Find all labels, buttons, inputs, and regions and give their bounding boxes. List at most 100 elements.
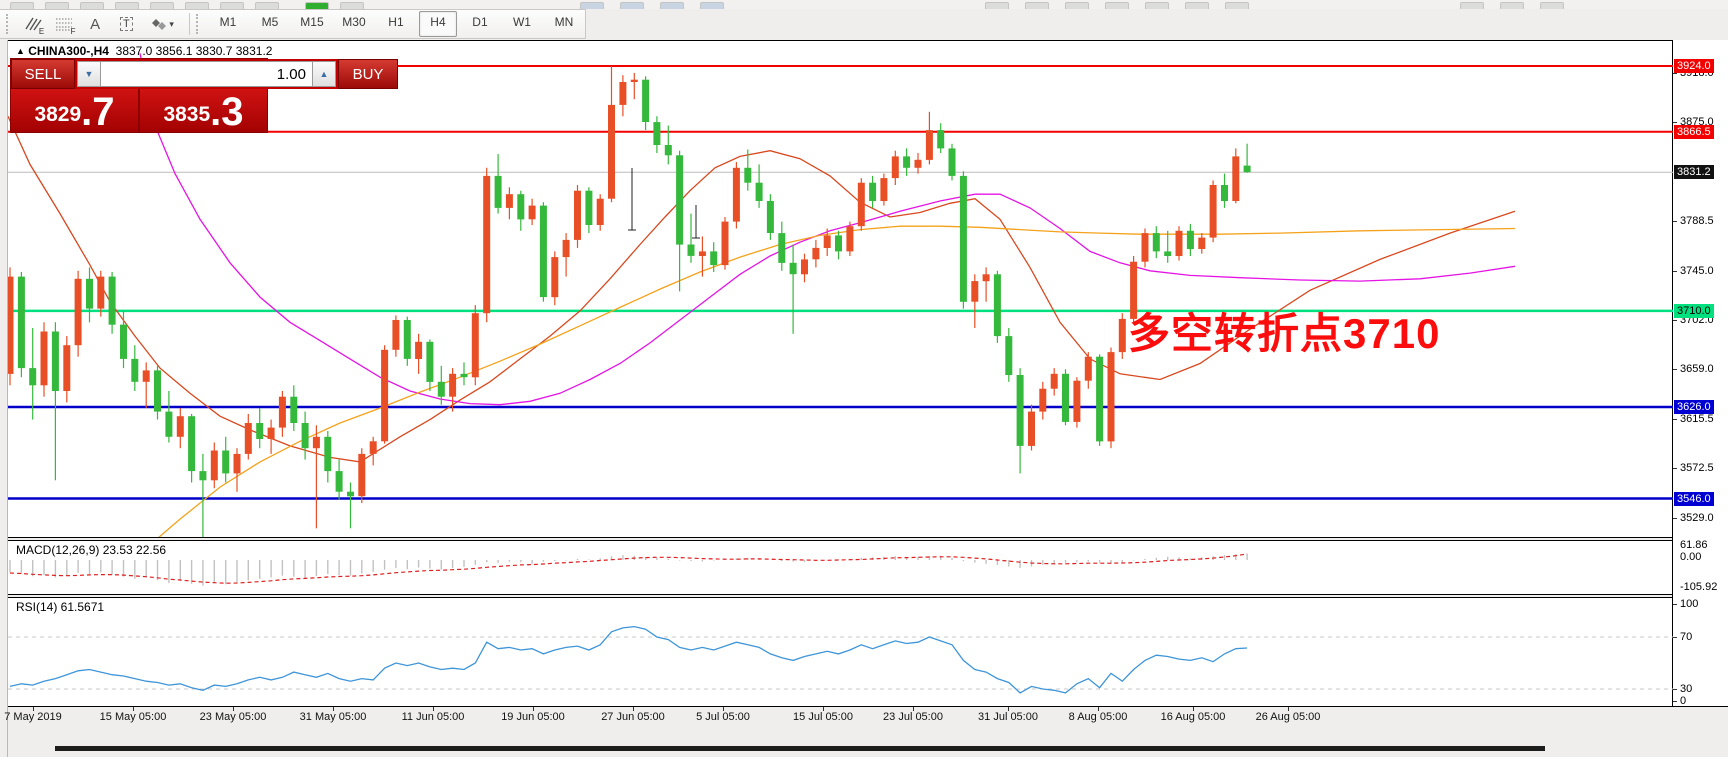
main-price-pane[interactable] xyxy=(8,40,1673,537)
candle xyxy=(1118,313,1126,359)
candle xyxy=(551,251,559,306)
candle xyxy=(426,339,434,391)
candle xyxy=(789,244,797,334)
time-tick-label: 23 Jul 05:00 xyxy=(883,711,943,723)
candle xyxy=(982,267,990,302)
price-badge-3924.0: 3924.0 xyxy=(1674,59,1714,73)
time-tick-label: 19 Jun 05:00 xyxy=(501,711,565,723)
candle xyxy=(494,154,502,214)
cutoff-icon xyxy=(1025,2,1049,9)
timeframe-button-h4[interactable]: H4 xyxy=(418,11,457,37)
cutoff-icon xyxy=(45,2,69,9)
cutoff-icon xyxy=(1540,2,1564,9)
candle xyxy=(199,453,207,537)
price-tick-label: 3788.5 xyxy=(1680,215,1714,227)
drawn-vertical-mark[interactable] xyxy=(628,168,636,231)
axis-tick xyxy=(1673,320,1677,321)
fibonacci-grid-icon[interactable]: F xyxy=(49,11,78,37)
ma-redorange xyxy=(8,116,1516,463)
buy-price-display[interactable]: 3835.3 xyxy=(140,89,267,132)
toolbar-grip-2[interactable] xyxy=(196,14,203,34)
cutoff-icon xyxy=(305,2,329,9)
rsi-tick-label: 30 xyxy=(1680,683,1693,695)
drawn-vertical-mark[interactable] xyxy=(692,205,700,239)
toolbar: E F A T ▾ M1 M5 M15 M30 H1 H4 D1 W1 MN xyxy=(0,9,586,39)
cutoff-icon xyxy=(700,2,724,9)
candle xyxy=(222,436,230,483)
candle xyxy=(687,213,695,263)
text-label-icon[interactable]: T xyxy=(112,11,141,37)
chart-annotation-text[interactable]: 多空转折点3710 xyxy=(1128,310,1441,357)
pane-resizer[interactable] xyxy=(8,595,1728,597)
candle xyxy=(1039,381,1047,420)
candle xyxy=(63,336,71,403)
candle xyxy=(86,267,93,323)
timeframe-button-h1[interactable]: H1 xyxy=(388,15,404,29)
candle xyxy=(596,194,604,231)
candle xyxy=(267,419,275,454)
volume-decrease-button[interactable]: ▼ xyxy=(77,61,101,87)
time-axis[interactable]: 7 May 2019 15 May 05:00 23 May 05:00 31 May… xyxy=(4,706,1728,729)
cutoff-icon xyxy=(660,2,684,9)
toolbar-grip[interactable] xyxy=(6,14,13,34)
timeframe-button-m1[interactable]: M1 xyxy=(219,15,237,29)
candle xyxy=(880,173,888,206)
time-tick xyxy=(533,707,534,711)
candle xyxy=(937,123,945,153)
candle xyxy=(8,267,14,386)
sell-button[interactable]: SELL xyxy=(11,59,75,89)
timeframe-button-mn[interactable]: MN xyxy=(554,15,574,29)
candle xyxy=(812,239,820,268)
price-tick-label: 3659.0 xyxy=(1680,363,1714,375)
candle xyxy=(664,125,672,165)
timeframe-button-d1[interactable]: D1 xyxy=(472,15,488,29)
candle xyxy=(1084,352,1092,389)
ma-magenta xyxy=(139,53,1516,406)
axis-tick xyxy=(1673,221,1677,222)
price-tick-label: 3745.0 xyxy=(1680,265,1714,277)
timeframe-button-m5[interactable]: M5 xyxy=(261,15,279,29)
price-axis[interactable]: 3918.0 3875.0 3788.5 3745.0 3702.0 3659.0 3615… xyxy=(1673,40,1728,707)
volume-input[interactable] xyxy=(101,61,312,87)
sell-price-display[interactable]: 3829.7 xyxy=(11,89,140,132)
candle xyxy=(778,221,786,271)
candle xyxy=(914,153,922,174)
cutoff-icon xyxy=(340,2,364,9)
candle xyxy=(154,365,161,420)
candle xyxy=(562,233,570,277)
text-icon[interactable]: A xyxy=(90,15,101,33)
candle xyxy=(630,72,638,100)
pane-border xyxy=(8,40,1728,41)
elliott-lines-icon[interactable]: E xyxy=(18,11,47,37)
candle xyxy=(971,274,979,328)
candle xyxy=(437,365,445,405)
candle xyxy=(766,194,774,240)
candle xyxy=(539,202,547,302)
rsi-label: RSI(14) 61.5671 xyxy=(16,600,105,614)
shapes-icon[interactable]: ▾ xyxy=(143,11,182,37)
timeframe-button-w1[interactable]: W1 xyxy=(512,15,531,29)
candle xyxy=(1050,368,1058,396)
pane-resizer[interactable] xyxy=(8,538,1728,540)
buy-button[interactable]: BUY xyxy=(338,59,398,89)
candle xyxy=(1130,256,1138,325)
cutoff-icon xyxy=(220,2,244,9)
sell-price-main: 3829 xyxy=(34,103,82,126)
candle xyxy=(1107,347,1115,449)
pane-border xyxy=(8,537,1728,538)
timeframe-button-m15[interactable]: M15 xyxy=(300,15,324,29)
price-badge-3546.0: 3546.0 xyxy=(1674,492,1714,506)
timeframe-button-m30[interactable]: M30 xyxy=(342,15,366,29)
time-tick-label: 31 Jul 05:00 xyxy=(978,711,1038,723)
candle xyxy=(528,198,536,226)
macd-pane[interactable] xyxy=(8,541,1673,594)
candle xyxy=(801,253,808,283)
candle xyxy=(755,164,763,208)
candle xyxy=(347,482,354,529)
cutoff-icon xyxy=(1500,2,1524,9)
rsi-pane[interactable] xyxy=(8,598,1673,706)
rsi-tick-label: 0 xyxy=(1680,695,1687,707)
volume-stepper: ▼ ▲ xyxy=(75,59,338,89)
cutoff-icon xyxy=(1185,2,1209,9)
volume-increase-button[interactable]: ▲ xyxy=(312,61,336,87)
